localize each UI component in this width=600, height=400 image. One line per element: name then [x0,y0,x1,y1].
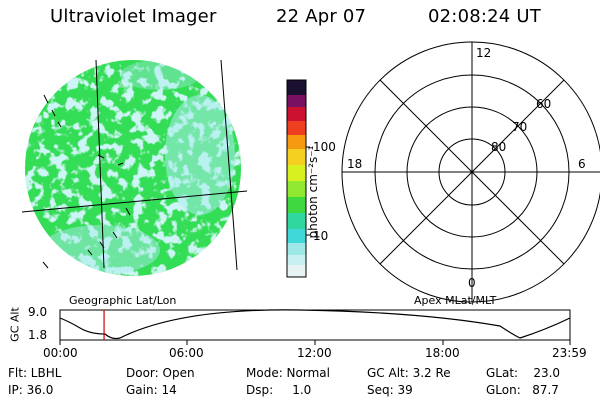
status-gain: Gain: 14 [126,383,177,397]
lat-label-80: 80 [491,140,507,154]
geographic-caption: Geographic Lat/Lon [69,294,177,307]
y-tick-9: 9.0 [28,305,48,319]
coastline-fragments [42,94,131,269]
apex-caption: Apex MLat/MLT [414,294,497,307]
timeline-plot [59,309,571,345]
status-door: Door: Open [126,366,195,380]
status-gc-alt: GC Alt: 3.2 Re [367,366,451,380]
altitude-curve [59,309,571,340]
colorbar-unit-label: photon cm⁻²s⁻¹ [306,145,320,239]
x-tick-0600: 06:00 [169,346,204,360]
status-glon: GLon: 87.7 [486,383,559,397]
mlt-label-0: 0 [468,276,476,290]
mlt-label-18: 18 [347,157,363,171]
x-tick-0000: 00:00 [43,346,78,360]
gc-alt-axis-label: GC Alt [8,307,22,342]
lat-lon-grid [21,59,248,271]
mlt-label-12: 12 [476,46,492,60]
status-dsp: Dsp: 1.0 [246,383,312,397]
status-ip: IP: 36.0 [8,383,54,397]
time-label: 02:08:24 UT [428,6,541,27]
date-label: 22 Apr 07 [276,6,367,27]
lat-label-70: 70 [512,120,528,134]
x-tick-2359: 23:59 [552,346,587,360]
instrument-title: Ultraviolet Imager [50,6,217,27]
status-seq: Seq: 39 [367,383,413,397]
uv-image [21,59,248,276]
lat-label-60: 60 [536,97,552,111]
status-mode: Mode: Normal [246,366,330,380]
status-glat: GLat: 23.0 [486,366,561,380]
mlt-label-6: 6 [578,157,586,171]
status-filter: Flt: LBHL [8,366,62,380]
colorbar-tick-100: 100 [313,140,336,154]
x-tick-1800: 18:00 [425,346,460,360]
colorbar-tick-10: 10 [313,229,329,243]
polar-plot [341,41,600,303]
y-tick-1-8: 1.8 [28,328,48,342]
x-tick-1200: 12:00 [297,346,332,360]
colorbar [286,79,310,278]
